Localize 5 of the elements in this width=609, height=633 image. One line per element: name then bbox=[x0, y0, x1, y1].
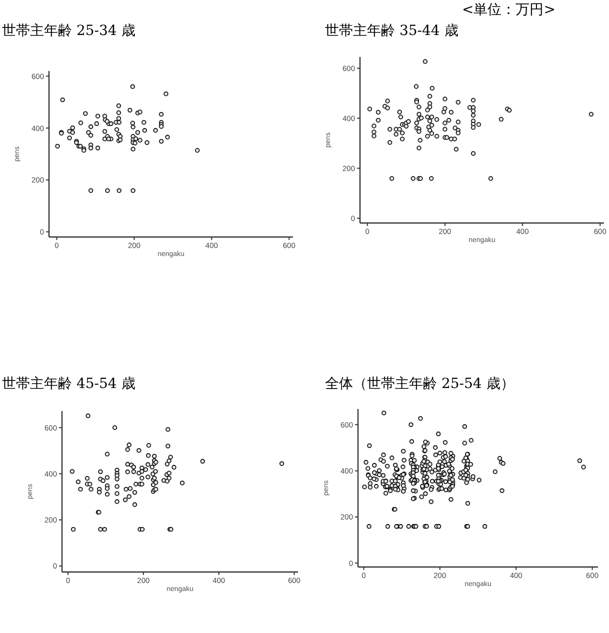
text: <単位：万円> bbox=[462, 2, 556, 18]
chart-title: 世帯主年齢 35-44 歳 bbox=[325, 23, 458, 39]
chart-title: 全体（世帯主年齢 25-54 歳） bbox=[325, 376, 514, 392]
chart-title: 世帯主年齢 45-54 歳 bbox=[2, 376, 136, 392]
chart-title: 世帯主年齢 25-34 歳 bbox=[2, 23, 136, 39]
